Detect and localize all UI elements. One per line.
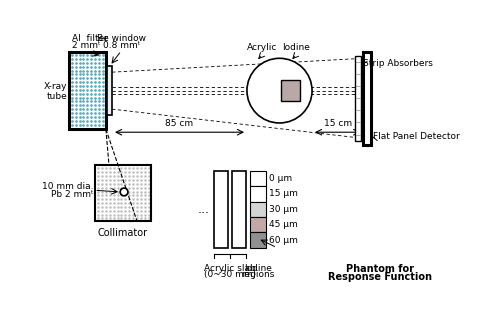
Text: 45 μm: 45 μm bbox=[270, 220, 298, 229]
Text: Iodine: Iodine bbox=[282, 43, 310, 52]
Bar bbox=[250, 217, 266, 232]
Bar bbox=[250, 232, 266, 248]
Text: Phantom for: Phantom for bbox=[346, 264, 414, 274]
Text: Collimator: Collimator bbox=[98, 228, 148, 239]
Text: 30 μm: 30 μm bbox=[270, 205, 298, 214]
Bar bbox=[250, 186, 266, 202]
Text: 10 mm dia.: 10 mm dia. bbox=[42, 182, 94, 191]
Bar bbox=[68, 52, 106, 129]
Text: 85 cm: 85 cm bbox=[166, 119, 194, 128]
Bar bbox=[356, 56, 361, 141]
Text: 0.8 mmᵗ: 0.8 mmᵗ bbox=[102, 41, 140, 50]
Bar bbox=[232, 171, 246, 248]
Bar bbox=[214, 171, 228, 248]
Text: 0 μm: 0 μm bbox=[270, 174, 292, 183]
Text: Iodine: Iodine bbox=[244, 264, 272, 273]
Text: Response Function: Response Function bbox=[328, 271, 432, 282]
Bar bbox=[108, 66, 112, 115]
Text: Pb 2 mmᵗ: Pb 2 mmᵗ bbox=[51, 190, 94, 199]
Text: 15 cm: 15 cm bbox=[324, 119, 351, 128]
Text: Acrylic: Acrylic bbox=[248, 43, 278, 52]
Text: 60 μm: 60 μm bbox=[270, 235, 298, 245]
Text: Flat Panel Detector: Flat Panel Detector bbox=[374, 132, 460, 141]
Bar bbox=[95, 165, 151, 221]
Text: (0~30 mm): (0~30 mm) bbox=[204, 270, 256, 279]
Circle shape bbox=[247, 58, 312, 123]
Text: Strip Absorbers: Strip Absorbers bbox=[363, 59, 433, 68]
Bar bbox=[250, 171, 266, 186]
Text: Acrylic slab: Acrylic slab bbox=[204, 264, 256, 273]
Text: regions: regions bbox=[241, 270, 274, 279]
Bar bbox=[363, 52, 371, 145]
Bar bbox=[281, 80, 299, 101]
Text: ...: ... bbox=[198, 203, 209, 216]
Text: Al  filter: Al filter bbox=[72, 34, 108, 43]
Text: X-ray: X-ray bbox=[44, 82, 67, 91]
Bar bbox=[250, 202, 266, 217]
Text: Be window: Be window bbox=[97, 34, 146, 43]
Text: tube: tube bbox=[46, 92, 67, 101]
Text: 2 mmᵗ: 2 mmᵗ bbox=[72, 41, 101, 50]
Text: 15 μm: 15 μm bbox=[270, 189, 298, 198]
Circle shape bbox=[120, 188, 128, 196]
